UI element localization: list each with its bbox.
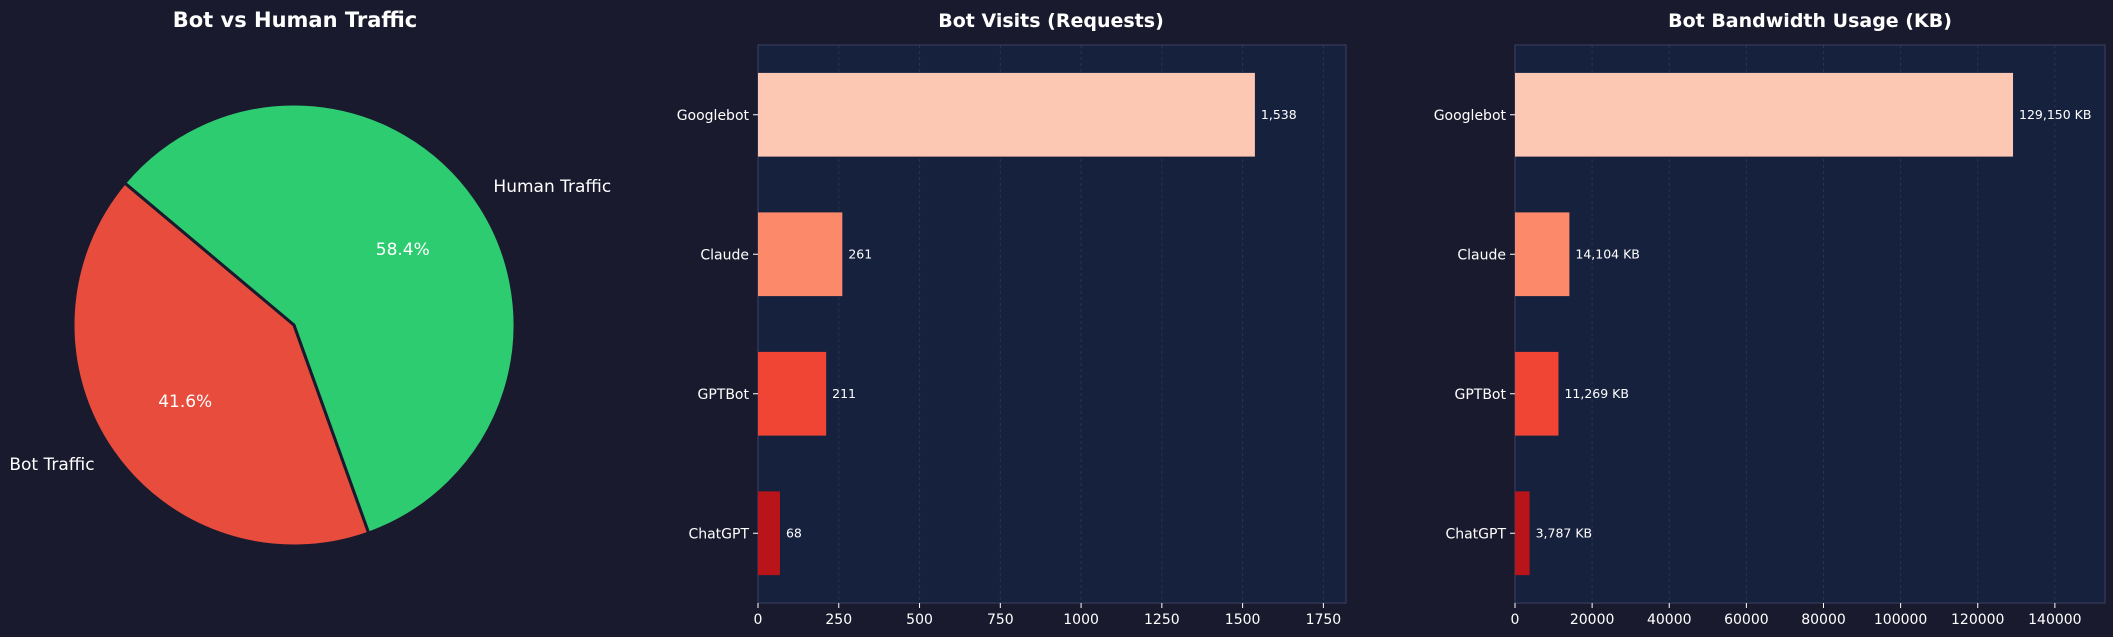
visits-bar-claude [758, 212, 843, 297]
visits-value-label-gptbot: 211 [832, 386, 856, 401]
bot-visits-chart-title: Bot Visits (Requests) [938, 10, 1164, 32]
visits-value-label-claude: 261 [848, 246, 872, 261]
visits-bar-chatgpt [758, 491, 780, 576]
bandwidth-value-label-claude: 14,104 KB [1575, 246, 1639, 261]
visits-xtick-label: 500 [906, 612, 933, 628]
visits-xtick-label: 750 [987, 612, 1014, 628]
bot-bandwidth-plot-area: Googlebot 129,150 KB Claude 14,104 KB GPTBot… [1434, 44, 2106, 628]
bandwidth-category-label-googlebot: Googlebot [1434, 108, 1507, 124]
bandwidth-value-label-gptbot: 11,269 KB [1564, 386, 1628, 401]
visits-xtick-label: 0 [754, 612, 763, 628]
bandwidth-xtick-label: 100000 [1874, 612, 1927, 628]
bot-visits-chart: Bot Visits (Requests) Googlebot 1,538 Clau… [677, 10, 1347, 628]
visits-xtick-label: 250 [825, 612, 852, 628]
bandwidth-plot-frame [1514, 44, 2106, 604]
visits-xtick-label: 1000 [1063, 612, 1099, 628]
bot-bandwidth-chart-title: Bot Bandwidth Usage (KB) [1668, 10, 1952, 32]
bot-visits-plot-area: Googlebot 1,538 Claude 261 GPTBot 211 ChatGPT 6… [677, 44, 1347, 628]
visits-xtick-label: 1750 [1306, 612, 1342, 628]
visits-value-label-googlebot: 1,538 [1261, 107, 1297, 122]
visits-category-label-gptbot: GPTBot [697, 387, 749, 403]
visits-category-label-claude: Claude [700, 247, 749, 263]
bandwidth-xtick-label: 60000 [1724, 612, 1769, 628]
bandwidth-bar-chatgpt [1515, 491, 1530, 576]
bandwidth-xtick-label: 20000 [1570, 612, 1615, 628]
bandwidth-xtick-label: 120000 [1951, 612, 2004, 628]
visits-xtick-label: 1250 [1144, 612, 1180, 628]
bandwidth-xtick-label: 80000 [1801, 612, 1846, 628]
bandwidth-value-label-googlebot: 129,150 KB [2019, 107, 2091, 122]
bandwidth-value-label-chatgpt: 3,787 KB [1536, 525, 1593, 540]
pie-label-bot-traffic: Bot Traffic [9, 455, 94, 475]
pie-pct-human-traffic: 58.4% [376, 240, 430, 260]
pie-chart: Bot vs Human Traffic Bot Traffic 41.6% Hum… [9, 8, 611, 548]
pie-label-human-traffic: Human Traffic [493, 177, 611, 197]
visits-bar-googlebot [758, 72, 1255, 157]
bandwidth-xtick-label: 40000 [1647, 612, 1692, 628]
visits-value-label-chatgpt: 68 [786, 525, 802, 540]
bandwidth-bar-gptbot [1515, 351, 1559, 436]
bandwidth-bar-googlebot [1515, 72, 2014, 157]
pie-pct-bot-traffic: 41.6% [158, 392, 212, 412]
pie-slice-human-traffic [123, 102, 517, 535]
bandwidth-category-label-claude: Claude [1457, 247, 1506, 263]
visits-xtick-label: 1500 [1225, 612, 1261, 628]
visits-category-label-chatgpt: ChatGPT [688, 526, 749, 542]
bandwidth-category-label-gptbot: GPTBot [1454, 387, 1506, 403]
pie-chart-title: Bot vs Human Traffic [173, 8, 418, 32]
pie-labels: Bot Traffic 41.6% Human Traffic 58.4% [9, 177, 611, 475]
visits-plot-frame [757, 44, 1347, 604]
visits-category-label-googlebot: Googlebot [677, 108, 750, 124]
bandwidth-xtick-label: 140000 [2028, 612, 2081, 628]
bandwidth-bar-claude [1515, 212, 1570, 297]
pie-slices [71, 102, 517, 548]
pie-slice-bot-traffic [71, 181, 371, 548]
bot-bandwidth-chart: Bot Bandwidth Usage (KB) Googlebot 129,15… [1434, 10, 2106, 628]
visits-bar-gptbot [758, 351, 827, 436]
bandwidth-xtick-label: 0 [1511, 612, 1520, 628]
bandwidth-category-label-chatgpt: ChatGPT [1445, 526, 1506, 542]
